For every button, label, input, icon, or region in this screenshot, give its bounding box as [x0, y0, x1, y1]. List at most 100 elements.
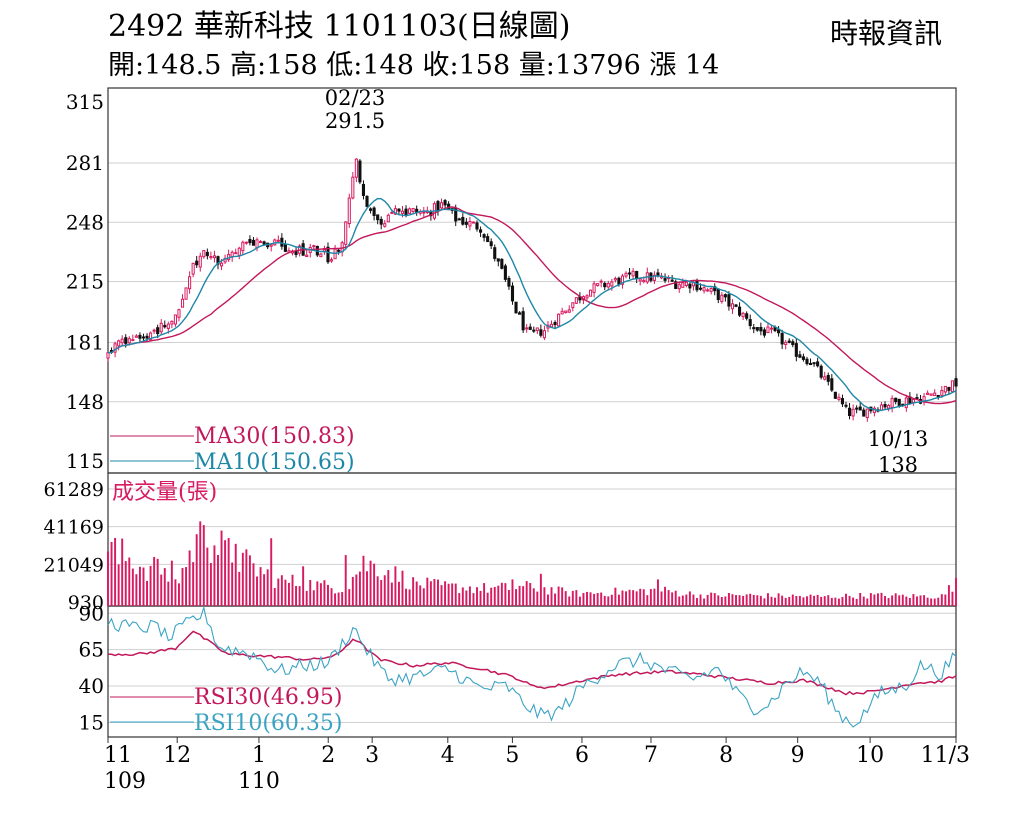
candle-body	[894, 397, 898, 403]
candle-body	[503, 265, 507, 280]
candle	[553, 320, 557, 330]
candle	[929, 393, 933, 396]
volume-bar	[763, 598, 766, 606]
candle	[741, 311, 745, 320]
volume-bar	[827, 595, 830, 606]
volume-bar	[639, 588, 642, 606]
candle	[280, 233, 284, 250]
volume-bar	[820, 596, 823, 606]
x-axis-month-label: 11/3	[921, 743, 970, 768]
volume-bar	[483, 583, 486, 606]
volume-bar	[884, 595, 887, 606]
volume-bar	[348, 589, 351, 606]
volume-bar	[798, 595, 801, 606]
volume-bar	[795, 595, 798, 606]
volume-y-tick-label: 21049	[44, 554, 104, 576]
candle-body	[752, 327, 756, 330]
volume-bar	[110, 541, 113, 606]
candle	[624, 271, 628, 279]
candle-body	[812, 362, 816, 365]
volume-bar	[543, 587, 546, 606]
volume-bar	[539, 573, 542, 606]
candle-body	[244, 241, 248, 244]
candle	[489, 238, 493, 250]
volume-bar	[170, 560, 173, 606]
volume-bar	[188, 550, 191, 606]
candle	[674, 279, 678, 290]
candle-body	[620, 275, 625, 285]
volume-bar	[802, 597, 805, 606]
candle	[759, 322, 763, 336]
volume-bar	[561, 587, 564, 606]
candle-body	[855, 407, 859, 410]
stock-code: 2492	[108, 9, 185, 44]
candle	[943, 385, 947, 396]
volume-bar	[383, 575, 386, 606]
candle	[862, 407, 866, 417]
volume-bar	[270, 538, 273, 606]
candle	[386, 213, 390, 223]
volume-bar	[177, 583, 180, 606]
candle-body	[383, 223, 387, 227]
volume-bar	[153, 556, 156, 606]
volume-bar	[710, 592, 713, 606]
candle	[734, 304, 738, 308]
volume-bar	[231, 562, 234, 606]
candle-body	[191, 262, 195, 275]
candle	[535, 327, 539, 335]
candle-body	[709, 287, 713, 292]
volume-bar	[806, 596, 808, 606]
candle	[713, 283, 717, 296]
volume-bar	[834, 597, 837, 606]
rsi30-line	[107, 630, 957, 696]
candle	[794, 338, 798, 362]
candle-body	[461, 216, 465, 225]
volume-bar	[664, 586, 667, 606]
candle-body	[283, 243, 287, 252]
volume-bar	[887, 598, 890, 606]
candle	[372, 206, 376, 221]
volume-bar	[291, 574, 294, 606]
candle	[149, 331, 153, 342]
volume-bar	[227, 538, 230, 606]
candle	[500, 258, 504, 270]
candle-body	[670, 279, 674, 282]
candle-body	[106, 352, 110, 359]
candle-body	[684, 281, 688, 286]
candle-body	[198, 255, 202, 268]
candle	[812, 362, 816, 367]
candle-body	[723, 294, 727, 298]
volume-bar	[245, 549, 248, 606]
candle	[738, 302, 742, 318]
candle-body	[819, 365, 823, 378]
candle-body	[663, 278, 667, 281]
rsi-panel-frame	[107, 605, 957, 738]
candle-body	[745, 313, 749, 319]
candle	[844, 401, 848, 409]
candle-body	[234, 252, 238, 255]
x-axis-month-label: 9	[791, 743, 805, 768]
candle-body	[947, 386, 951, 391]
x-axis-month-label: 3	[365, 743, 379, 768]
volume-bar	[461, 587, 464, 606]
stock-name: 華新科技	[193, 9, 314, 44]
candle	[525, 324, 529, 333]
candle-body	[830, 378, 834, 391]
volume-bar	[720, 597, 723, 606]
candle	[801, 353, 805, 362]
volume-bar	[327, 584, 329, 606]
candle	[514, 301, 518, 314]
candle	[830, 374, 834, 393]
candle	[784, 340, 788, 350]
candle-body	[911, 398, 915, 404]
candle-body	[518, 312, 522, 315]
volume-bar	[625, 591, 627, 606]
volume-panel-title: 成交量(張)	[112, 480, 217, 505]
volume-bar	[671, 592, 674, 606]
candle-body	[475, 222, 479, 230]
candle	[425, 206, 429, 214]
volume-bar	[351, 576, 354, 606]
high-value: 158	[266, 50, 318, 81]
candle-body	[241, 241, 245, 252]
price-y-tick-label: 315	[66, 90, 104, 114]
